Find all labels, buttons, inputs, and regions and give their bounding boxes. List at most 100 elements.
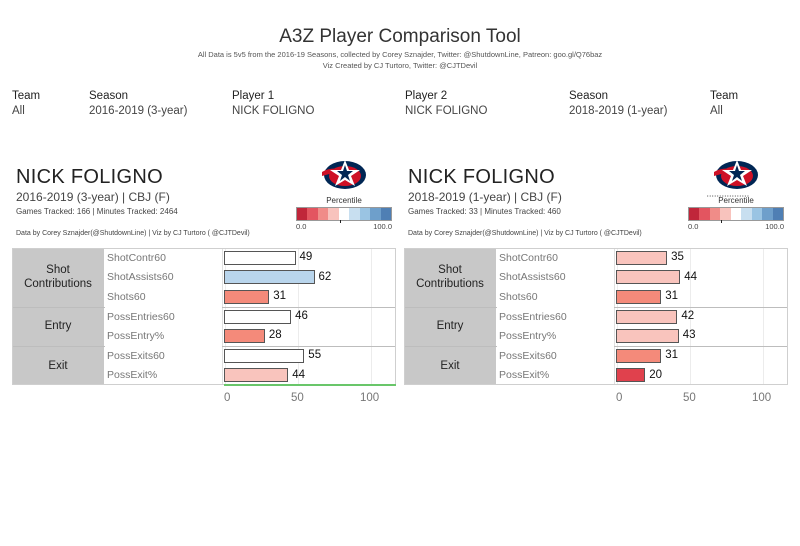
bar-value-label: 35 (671, 251, 684, 263)
legend-swatch (380, 208, 391, 220)
metric-label: PossEntries60 (497, 306, 614, 327)
legend-swatch (349, 208, 360, 220)
metric-group-label: Entry (404, 306, 496, 346)
bar (224, 348, 305, 363)
panel-credit: Data by Corey Sznajder(@ShutdownLine) | … (408, 230, 642, 237)
legend-swatch (370, 208, 381, 220)
x-tick-label: 0 (224, 392, 231, 404)
bar-value-label: 46 (295, 309, 308, 322)
gridline (690, 248, 691, 386)
games-tracked: Games Tracked: 166 | Minutes Tracked: 24… (16, 207, 178, 216)
player1-panel: NICK FOLIGNO 2016-2019 (3-year) | CBJ (F… (12, 160, 396, 404)
bar-value-label: 31 (665, 290, 679, 303)
legend-swatch (699, 208, 710, 220)
legend-max: 100.0 (373, 222, 392, 231)
metric-label: ShotAssists60 (497, 267, 614, 288)
player1-filter-label: Player 1 (232, 90, 275, 102)
metric-label: PossExits60 (105, 346, 222, 366)
metrics-chart: Shot Contributions ShotContr60 35 ShotAssis… (404, 248, 788, 386)
season2-filter[interactable]: Season 2018-2019 (1-year) (569, 90, 667, 117)
season1-filter-label: Season (89, 90, 129, 102)
metric-label: PossEntries60 (105, 306, 222, 327)
page-title: A3Z Player Comparison Tool (279, 26, 521, 47)
team1-filter-value[interactable]: All (12, 105, 25, 117)
player-season-line: 2016-2019 (3-year) | CBJ (F) (16, 190, 170, 204)
metric-label: ShotContr60 (105, 248, 222, 268)
legend-swatch (709, 208, 721, 220)
gridline (298, 248, 299, 386)
panel-credit: Data by Corey Sznajder(@ShutdownLine) | … (16, 230, 250, 237)
bar (616, 270, 681, 285)
team2-filter-value[interactable]: All (710, 105, 723, 117)
legend-marker (340, 220, 342, 223)
bar (616, 368, 646, 383)
gridline (371, 248, 372, 386)
bar (616, 250, 668, 265)
x-tick-label: 50 (291, 392, 304, 404)
metric-group-label: Exit (404, 346, 496, 386)
player1-filter-value[interactable]: NICK FOLIGNO (232, 105, 315, 117)
metric-group-label: Shot Contributions (12, 248, 104, 307)
bar (224, 329, 265, 344)
team-logo-icon (714, 160, 758, 189)
metric-label: ShotContr60 (497, 248, 614, 268)
bar (224, 250, 296, 265)
player2-filter[interactable]: Player 2 NICK FOLIGNO (405, 90, 487, 117)
bar (224, 368, 289, 383)
logo-caption: • • • • • • • • • • • • • • • • • (707, 193, 749, 198)
metrics-chart: Shot Contributions ShotContr60 49 ShotAssis… (12, 248, 396, 387)
legend-swatch (762, 208, 773, 220)
bar-value-label: 44 (684, 270, 698, 283)
bar-value-label: 28 (268, 329, 282, 342)
x-tick-label: 50 (683, 392, 696, 404)
games-tracked: Games Tracked: 33 | Minutes Tracked: 460 (408, 207, 561, 216)
player-name: NICK FOLIGNO (16, 166, 163, 188)
highlight-line (224, 384, 396, 387)
player2-filter-label: Player 2 (405, 90, 448, 102)
metric-group-label: Exit (12, 346, 104, 386)
legend-min: 0.0 (296, 222, 307, 231)
bar (616, 348, 662, 363)
percentile-legend: Percentile 0.0 100.0 (296, 196, 392, 231)
bar (224, 309, 292, 324)
player2-panel: NICK FOLIGNO 2018-2019 (1-year) | CBJ (F… (404, 160, 788, 404)
team2-filter[interactable]: Team All (710, 90, 738, 117)
season1-filter[interactable]: Season 2016-2019 (3-year) (89, 90, 187, 117)
legend-color-scale (296, 207, 392, 223)
metric-label: ShotAssists60 (105, 267, 222, 288)
legend-swatch (297, 208, 308, 220)
bar-value-label: 31 (273, 290, 287, 303)
bar-value-label: 43 (682, 329, 696, 342)
legend-swatch (359, 208, 371, 220)
legend-title: Percentile (718, 196, 754, 205)
bar (224, 290, 270, 304)
player1-filter[interactable]: Player 1 NICK FOLIGNO (232, 90, 314, 117)
bar-value-label: 31 (665, 349, 679, 361)
player-name: NICK FOLIGNO (408, 166, 555, 188)
legend-swatch (720, 208, 731, 220)
bar-value-label: 62 (318, 270, 332, 283)
legend-color-scale (688, 207, 784, 223)
bar (616, 290, 662, 304)
team1-filter-label: Team (12, 90, 41, 102)
metric-label: Shots60 (497, 287, 614, 307)
x-tick-label: 100 (360, 392, 380, 404)
season2-filter-label: Season (569, 90, 609, 102)
legend-swatch (307, 208, 318, 220)
metric-label: PossEntry% (105, 326, 222, 346)
legend-marker (720, 220, 722, 223)
metric-label: PossExit% (105, 365, 222, 386)
season2-filter-value[interactable]: 2018-2019 (1-year) (569, 105, 668, 117)
page-credit: Viz Created by CJ Turtoro, Twitter: @CJT… (322, 61, 478, 70)
team1-filter[interactable]: Team All (12, 90, 40, 117)
bar-value-label: 44 (292, 368, 306, 381)
page-subtitle: All Data is 5v5 from the 2016-19 Seasons… (197, 50, 603, 59)
legend-max: 100.0 (765, 222, 784, 231)
metric-label: PossEntry% (497, 326, 614, 346)
player2-filter-value[interactable]: NICK FOLIGNO (405, 105, 488, 117)
metric-label: Shots60 (105, 287, 222, 307)
bar-value-label: 42 (681, 309, 695, 322)
legend-swatch (751, 208, 763, 220)
season1-filter-value[interactable]: 2016-2019 (3-year) (89, 105, 188, 117)
bar (224, 270, 315, 285)
